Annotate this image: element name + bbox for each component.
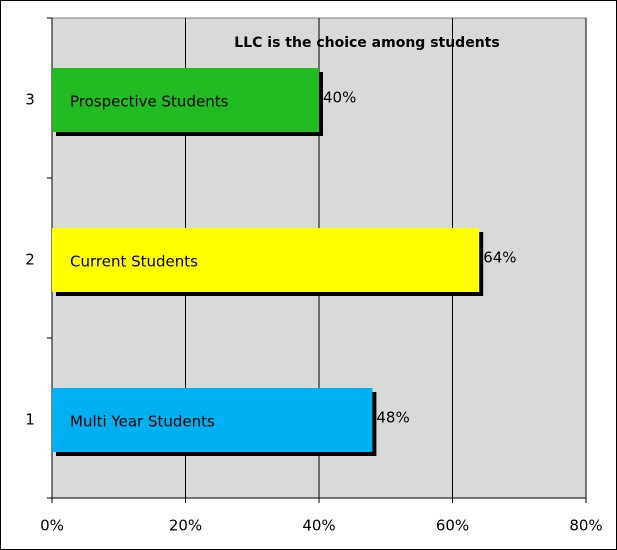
bar-label: Multi Year Students — [70, 413, 215, 431]
y-tick-label: 1 — [25, 411, 35, 429]
x-tick-label: 0% — [40, 517, 64, 535]
bar — [52, 228, 480, 292]
y-tick-label: 2 — [25, 251, 35, 269]
bar-label: Current Students — [70, 253, 198, 271]
x-tick-label: 40% — [302, 517, 335, 535]
x-tick-label: 80% — [569, 517, 602, 535]
bar — [52, 388, 373, 452]
bar-label: Prospective Students — [70, 93, 229, 111]
value-label: 40% — [323, 89, 356, 107]
value-label: 64% — [483, 249, 516, 267]
value-label: 48% — [376, 409, 409, 427]
x-tick-label: 20% — [169, 517, 202, 535]
x-tick-label: 60% — [436, 517, 469, 535]
bar — [52, 68, 319, 132]
chart-title: LLC is the choice among students — [234, 35, 499, 51]
y-tick-label: 3 — [25, 91, 35, 109]
